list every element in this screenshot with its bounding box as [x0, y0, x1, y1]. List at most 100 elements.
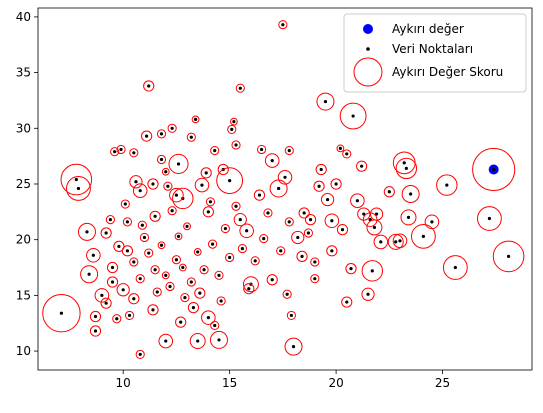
data-point — [147, 84, 151, 88]
outlier-score-circle — [231, 140, 241, 150]
data-point — [406, 215, 411, 220]
outlier-score-circle — [336, 144, 345, 153]
data-point — [349, 267, 353, 271]
outlier-score-circle — [205, 197, 216, 207]
outlier-score-circle — [361, 287, 375, 301]
data-point — [402, 161, 406, 165]
outlier-score-circle — [242, 276, 259, 293]
outlier-score-circle — [383, 186, 395, 198]
outlier-score-circle — [210, 145, 220, 156]
outlier-score-circle — [395, 157, 418, 180]
outlier-score-circle — [233, 213, 247, 227]
data-point — [398, 239, 402, 243]
outlier-score-circle — [231, 201, 241, 211]
x-axis: 10 15 20 25 — [116, 370, 450, 390]
outlier-score-circle — [158, 333, 174, 349]
outlier-score-circle — [165, 281, 175, 292]
outlier-score-circle — [137, 220, 147, 230]
data-point — [142, 235, 147, 240]
data-point — [319, 167, 323, 172]
data-point — [159, 157, 164, 162]
outlier-score-circle — [227, 124, 237, 134]
data-point — [104, 231, 108, 235]
data-point — [166, 184, 170, 188]
data-point — [330, 219, 334, 223]
data-point — [421, 234, 426, 238]
outlier-score-circle — [167, 123, 177, 133]
outlier-score-circle — [200, 167, 212, 179]
legend-marker-data — [366, 47, 370, 51]
data-point — [213, 323, 217, 328]
axes-frame — [37, 7, 533, 371]
outlier-score-circle — [121, 245, 134, 257]
outlier-score-circle — [243, 283, 255, 295]
outlier-score-circle — [163, 181, 173, 191]
data-point — [59, 311, 64, 315]
data-point — [155, 290, 159, 294]
outlier-score-circle — [189, 333, 206, 350]
outlier-score-circle — [387, 233, 404, 250]
outlier-score-circle — [316, 92, 335, 111]
data-point — [313, 260, 317, 264]
outlier-score-circle — [139, 232, 150, 243]
data-point — [164, 170, 168, 174]
data-point — [379, 240, 383, 244]
outlier-score-circle — [152, 287, 162, 297]
outlier-score-circle — [128, 293, 140, 305]
data-point — [196, 250, 200, 254]
data-point — [104, 301, 108, 305]
data-point — [110, 280, 115, 284]
data-point — [287, 220, 291, 224]
outlier-score-circle — [168, 153, 189, 174]
outlier-score-circle — [263, 208, 273, 218]
data-point — [93, 314, 98, 319]
outlier-score-circle — [191, 115, 200, 124]
outlier-score-circle — [201, 310, 216, 325]
outlier-score-circle — [89, 325, 102, 337]
outlier-score-circle — [124, 310, 135, 321]
outlier-score-circle — [345, 263, 357, 275]
outlier-score-circle — [356, 160, 368, 172]
outlier-score-circle — [147, 304, 159, 316]
data-point — [151, 182, 155, 186]
outlier-score-circle — [303, 228, 314, 238]
outlier-score-circle — [135, 274, 145, 284]
outlier-score-circle — [202, 206, 214, 218]
outlier-score-circle — [284, 145, 294, 156]
data-point — [279, 249, 283, 253]
outlier-score-circle — [183, 222, 191, 231]
data-point — [147, 251, 151, 255]
data-point — [219, 299, 223, 303]
y-tick-label: 20 — [16, 233, 31, 247]
data-point — [313, 277, 317, 281]
outlier-score-circle — [143, 80, 155, 92]
outlier-score-circle — [239, 223, 254, 239]
data-point — [228, 255, 232, 260]
outlier-score-circle — [194, 287, 206, 299]
outlier-score-circle — [89, 310, 102, 323]
data-point — [108, 218, 112, 222]
data-point — [257, 193, 262, 197]
outlier-score-circle — [122, 217, 133, 227]
data-point — [394, 240, 398, 244]
data-point — [132, 260, 136, 264]
data-point — [234, 204, 238, 208]
outlier-score-circle — [77, 222, 96, 241]
data-point — [277, 186, 281, 191]
data-point — [228, 179, 232, 183]
data-point — [174, 258, 179, 262]
data-point — [189, 280, 193, 284]
data-point — [338, 146, 342, 150]
data-point — [296, 235, 300, 240]
data-point — [253, 259, 257, 263]
outlier-score-circle — [361, 260, 384, 282]
outlier-score-circle — [253, 189, 266, 201]
data-point — [487, 216, 492, 221]
data-point — [198, 291, 202, 295]
outlier-score-circle — [112, 314, 122, 324]
data-point — [189, 135, 193, 139]
outlier-score-circle — [214, 270, 224, 280]
outlier-score-circle — [216, 167, 244, 195]
data-point — [179, 320, 183, 324]
data-point — [138, 352, 142, 357]
